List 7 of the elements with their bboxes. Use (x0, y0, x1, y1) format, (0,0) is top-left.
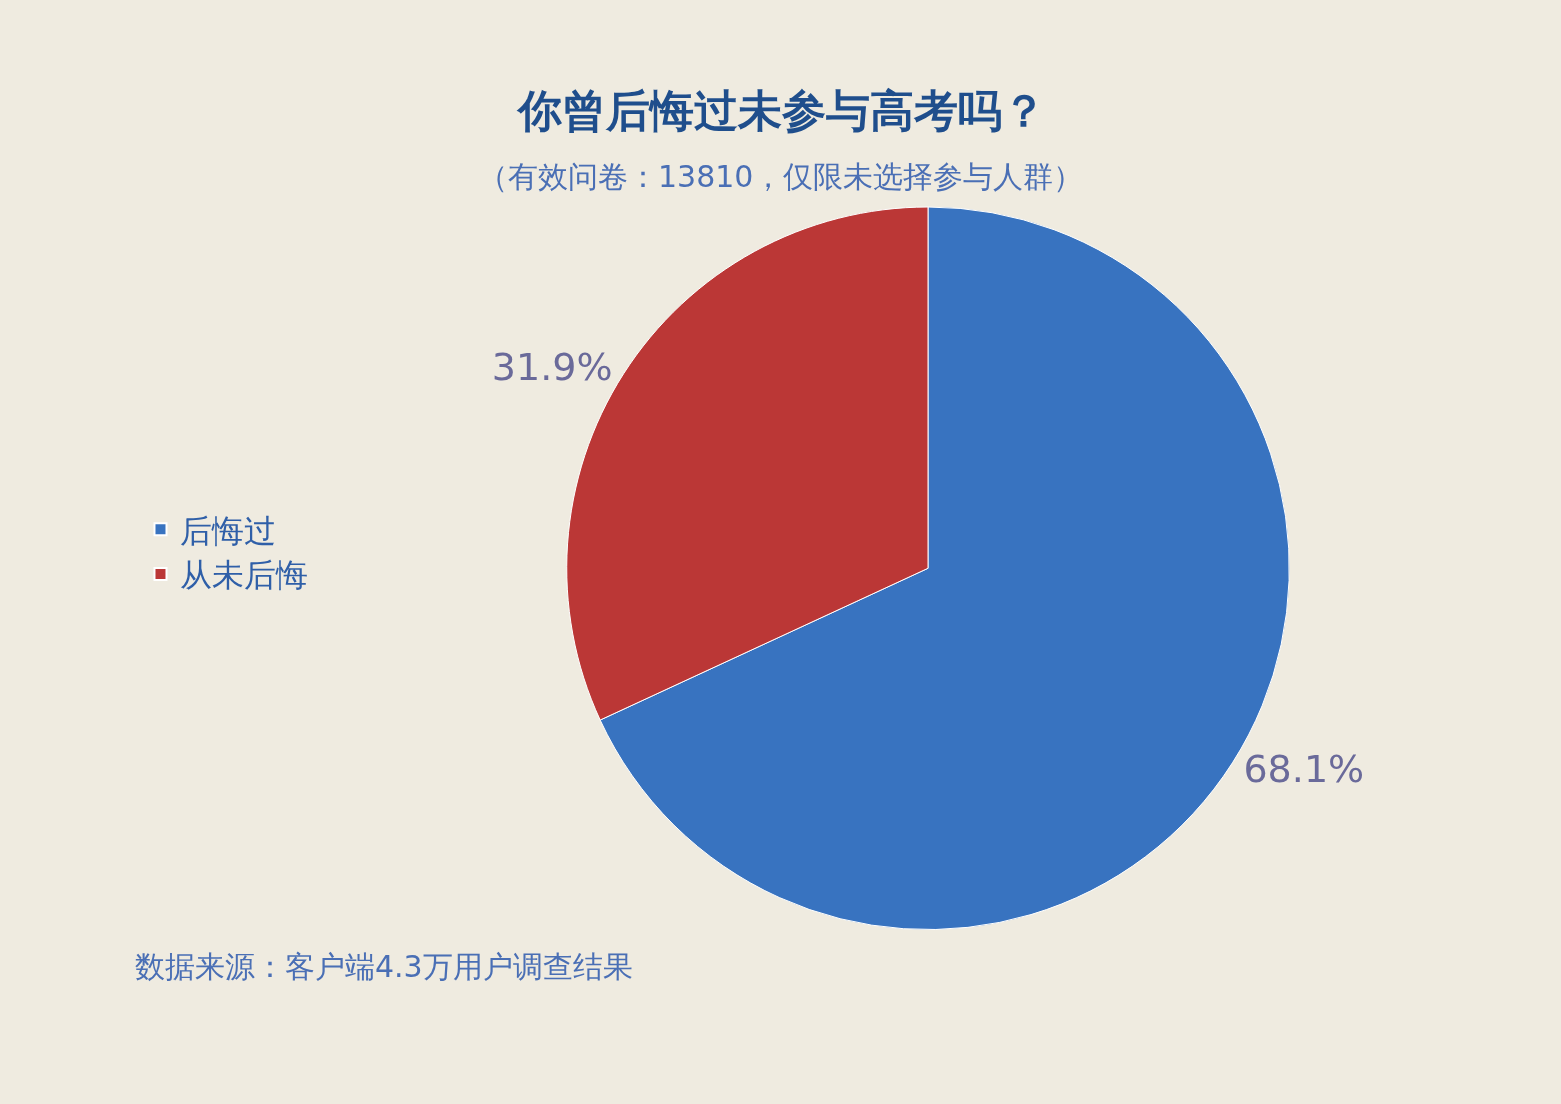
chart-title: 你曾后悔过未参与高考吗？ (516, 85, 1046, 136)
source-note: 数据来源：客户端4.3万用户调查结果 (135, 949, 633, 984)
legend-label: 后悔过 (180, 511, 277, 550)
legend-label: 从未后悔 (180, 556, 309, 595)
data-label: 68.1% (1243, 747, 1365, 792)
chart-subtitle: （有效问卷：13810，仅限未选择参与人群） (478, 159, 1084, 194)
data-label: 31.9% (491, 345, 613, 390)
